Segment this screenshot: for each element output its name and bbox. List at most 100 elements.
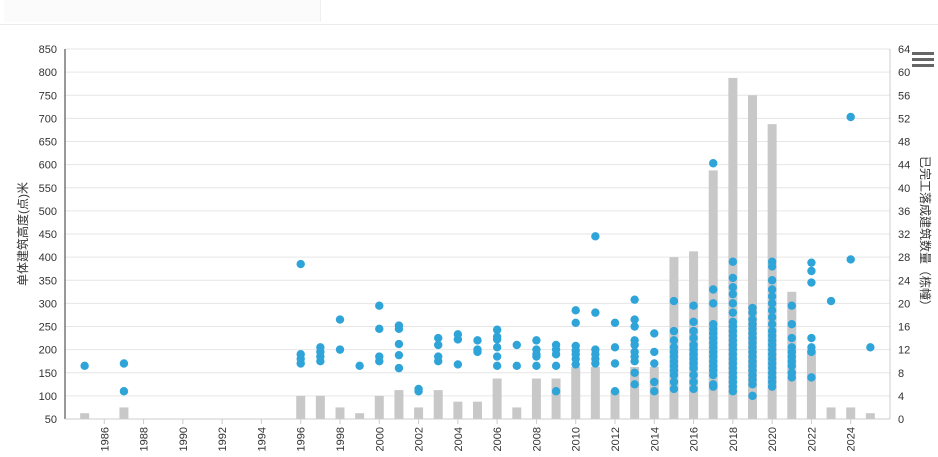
data-point <box>689 333 698 343</box>
x-tick-label: 1990 <box>178 427 190 451</box>
data-point <box>767 292 777 301</box>
data-point <box>728 282 738 292</box>
data-point <box>650 359 659 368</box>
bar <box>335 407 345 419</box>
data-point <box>375 301 384 310</box>
y-left-tick-label: 400 <box>39 252 57 264</box>
data-point <box>375 324 384 334</box>
data-point <box>473 347 482 357</box>
data-point <box>767 299 777 308</box>
data-point <box>630 322 639 331</box>
y-right-tick-label: 8 <box>898 368 904 380</box>
x-tick-label: 1988 <box>139 427 151 451</box>
data-point <box>394 324 404 334</box>
data-point <box>669 296 679 306</box>
data-point <box>610 387 620 396</box>
data-point <box>689 384 698 394</box>
data-point <box>807 333 816 343</box>
bar <box>551 378 561 419</box>
y-right-tick-label: 60 <box>898 67 910 79</box>
x-tick-label: 2008 <box>531 427 543 451</box>
y-right-tick-label: 20 <box>898 298 910 310</box>
data-point <box>630 295 639 304</box>
y-right-tick-label: 16 <box>898 322 910 334</box>
data-point <box>591 359 600 368</box>
bar <box>610 390 620 419</box>
data-point <box>335 315 345 324</box>
data-point <box>767 319 777 329</box>
data-point <box>434 333 443 343</box>
y-right-tick-label: 12 <box>898 345 910 357</box>
y-left-tick-label: 600 <box>39 160 57 172</box>
x-tick-label: 1996 <box>296 427 308 451</box>
x-tick-label: 2006 <box>492 427 504 451</box>
y-left-tick-label: 700 <box>39 113 57 125</box>
y-left-tick-label: 650 <box>39 137 57 149</box>
data-point <box>80 361 89 371</box>
hamburger-menu-icon[interactable] <box>912 52 934 68</box>
data-point <box>650 329 659 338</box>
data-point <box>826 296 836 306</box>
data-point <box>434 340 443 350</box>
y-right-tick-label: 28 <box>898 252 910 264</box>
bar <box>414 407 424 419</box>
x-tick-label: 2024 <box>846 427 858 451</box>
data-point <box>453 335 463 344</box>
bar <box>315 395 325 419</box>
y-left-tick-label: 850 <box>39 44 57 56</box>
data-point <box>434 356 443 366</box>
y-left-tick-label: 250 <box>39 322 57 334</box>
bar <box>433 390 443 419</box>
data-point <box>807 266 816 276</box>
data-point <box>512 340 521 350</box>
data-point <box>709 382 718 391</box>
data-point <box>728 299 738 308</box>
y-left-tick-label: 200 <box>39 345 57 357</box>
bar <box>355 413 365 419</box>
grid-lines <box>65 48 890 420</box>
data-point <box>591 232 600 241</box>
bar <box>728 77 738 419</box>
data-point <box>787 373 796 382</box>
data-point <box>355 361 364 371</box>
data-point <box>650 387 659 396</box>
data-point <box>689 377 698 387</box>
y-left-tick-label: 150 <box>39 368 57 380</box>
y-right-tick-label: 0 <box>898 414 904 426</box>
y-right-tick-label: 44 <box>898 160 910 172</box>
x-tick-label: 2016 <box>689 427 701 451</box>
data-point <box>394 363 404 373</box>
data-point <box>846 112 855 122</box>
x-tick-label: 1992 <box>217 427 229 451</box>
x-tick-label: 2000 <box>374 427 386 451</box>
x-tick-label: 1986 <box>99 427 111 451</box>
y-right-tick-label: 48 <box>898 137 910 149</box>
y-left-tick-label: 300 <box>39 298 57 310</box>
data-point <box>512 361 521 371</box>
data-point <box>551 361 561 371</box>
data-point <box>492 335 502 344</box>
bar <box>473 401 482 419</box>
bar <box>80 413 90 419</box>
y-left-tick-label: 800 <box>39 67 57 79</box>
y-left-tick-label: 500 <box>39 206 57 218</box>
data-point <box>532 336 541 345</box>
data-point <box>689 363 698 373</box>
y-left-tick-label: 550 <box>39 183 57 195</box>
data-point <box>650 347 659 357</box>
y-right-tick-label: 4 <box>898 391 904 403</box>
data-point <box>669 336 679 345</box>
data-point <box>610 318 620 327</box>
data-point <box>414 387 423 396</box>
data-point <box>689 317 698 327</box>
y-left-tick-label: 100 <box>39 391 57 403</box>
data-point <box>669 377 679 387</box>
data-point <box>787 319 796 329</box>
bar <box>119 407 129 419</box>
data-point <box>787 361 796 371</box>
data-point <box>492 343 502 352</box>
x-tick-label: 2018 <box>728 427 740 451</box>
data-point <box>532 361 541 371</box>
data-point <box>375 356 384 366</box>
